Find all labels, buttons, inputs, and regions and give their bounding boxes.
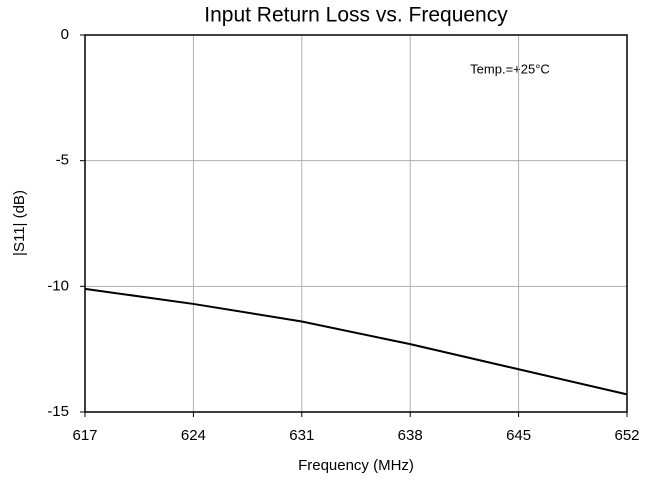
x-tick-label: 624 xyxy=(181,427,206,444)
x-tick-label: 638 xyxy=(398,427,423,444)
chart-title: Input Return Loss vs. Frequency xyxy=(204,4,508,27)
x-axis-label: Frequency (MHz) xyxy=(298,457,414,474)
annotation: Temp.=+25°C xyxy=(470,61,550,76)
y-tick-label: -15 xyxy=(47,403,69,420)
y-tick-label: 0 xyxy=(61,26,69,43)
plot-frame xyxy=(84,34,628,413)
y-tick-label: -5 xyxy=(56,152,69,169)
x-tick-label: 617 xyxy=(72,427,97,444)
x-tick-label: 631 xyxy=(289,427,314,444)
data-line xyxy=(84,287,628,396)
x-tick-label: 645 xyxy=(506,427,531,444)
y-tick-label: -10 xyxy=(47,277,69,294)
y-axis-label: |S11| (dB) xyxy=(11,190,28,256)
x-tick-label: 652 xyxy=(614,427,639,444)
